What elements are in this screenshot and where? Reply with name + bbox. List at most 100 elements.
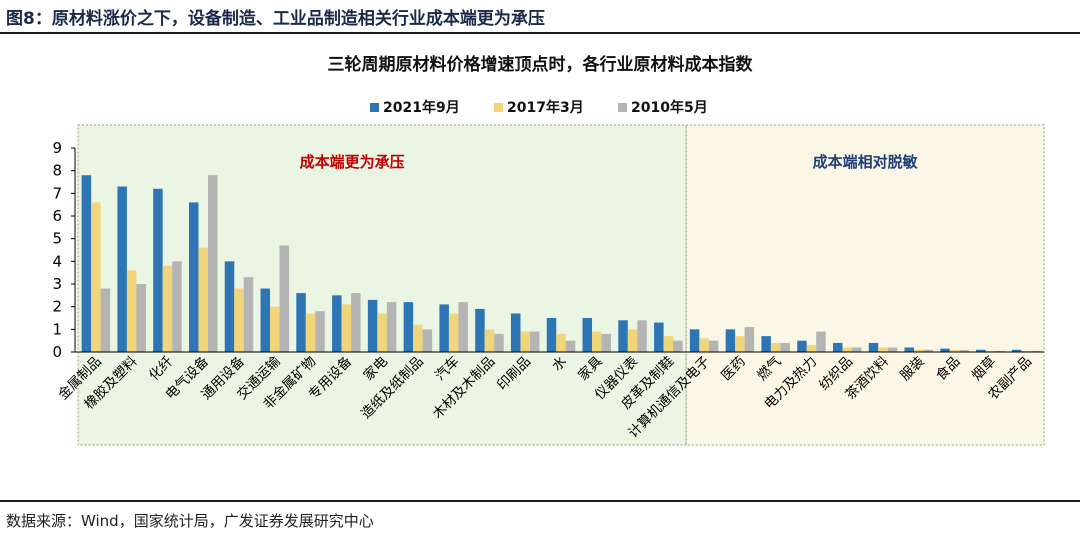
region-label-1: 成本端更为承压: [300, 153, 405, 171]
bar-2-21: [806, 345, 817, 352]
bar-2-24: [914, 349, 924, 352]
bar-2-18: [699, 338, 709, 352]
bar-2-22: [842, 347, 852, 352]
bar-1-26: [976, 349, 986, 352]
bar-3-6: [279, 245, 290, 352]
y-axis: 0 1 2 3 4 5 6 7 8 9: [52, 139, 1044, 361]
bar-2-12: [484, 329, 495, 352]
figure-title: 图8：原材料涨价之下，设备制造、工业品制造相关行业成本端更为承压: [6, 9, 545, 29]
bar-2-2: [126, 270, 137, 352]
legend-swatch-3: [618, 103, 627, 112]
chart-regions: 成本端更为承压 成本端相对脱敏: [77, 124, 1045, 446]
bar-3-22: [851, 347, 862, 352]
bar-3-18: [708, 340, 719, 352]
bar-1-22: [832, 342, 843, 352]
bar-3-15: [601, 333, 612, 352]
bar-2-11: [448, 313, 459, 352]
chart-title: 三轮周期原材料价格增速顶点时，各行业原材料成本指数: [328, 54, 754, 75]
source-note: 数据来源：Wind，国家统计局，广发证券发展研究中心: [6, 512, 374, 530]
y-tick-label-5: 5: [52, 230, 62, 248]
bar-1-15: [582, 318, 593, 352]
bar-3-2: [136, 284, 146, 352]
bar-1-16: [618, 320, 628, 352]
y-tick-label-6: 6: [52, 207, 62, 225]
bar-1-20: [761, 336, 771, 352]
bar-2-9: [377, 313, 387, 352]
bar-1-17: [654, 322, 664, 352]
bar-1-12: [475, 308, 485, 352]
bar-3-3: [172, 261, 182, 352]
bar-2-10: [413, 324, 423, 352]
bar-1-9: [367, 299, 378, 352]
bar-3-26: [995, 350, 1005, 352]
y-tick-label-9: 9: [52, 139, 62, 157]
bar-1-6: [260, 288, 271, 352]
y-tick-label-8: 8: [52, 162, 62, 180]
bar-1-21: [797, 340, 807, 352]
legend-swatch-2: [494, 103, 503, 112]
bar-3-12: [494, 333, 504, 352]
bar-1-13: [510, 313, 521, 352]
bar-1-25: [940, 348, 950, 352]
bar-2-13: [520, 331, 530, 352]
bar-2-19: [735, 336, 745, 352]
bar-1-23: [868, 342, 879, 352]
bar-3-4: [207, 175, 218, 352]
bar-1-19: [725, 329, 736, 352]
bar-2-14: [556, 333, 566, 352]
bar-2-23: [878, 347, 888, 352]
bar-1-11: [439, 304, 449, 352]
bar-3-25: [959, 350, 969, 352]
bar-3-7: [315, 311, 325, 352]
region-2: [685, 124, 1045, 446]
bar-2-5: [234, 288, 244, 352]
bar-3-1: [100, 288, 111, 352]
bar-2-8: [341, 304, 352, 352]
bar-1-5: [224, 261, 235, 352]
bar-2-20: [770, 342, 781, 352]
bar-2-16: [627, 329, 638, 352]
bar-1-3: [153, 188, 163, 352]
bar-1-4: [188, 202, 199, 352]
bar-1-8: [332, 295, 342, 352]
bar-3-11: [458, 302, 468, 352]
bar-2-26: [985, 350, 996, 352]
y-tick-label-7: 7: [52, 184, 62, 202]
bar-3-19: [744, 327, 755, 352]
bar-3-24: [923, 349, 934, 352]
bar-2-7: [305, 313, 316, 352]
bar-3-17: [673, 340, 683, 352]
bar-3-13: [529, 331, 540, 352]
bar-2-15: [592, 331, 602, 352]
bar-2-27: [1021, 350, 1031, 352]
y-tick-label-4: 4: [52, 252, 62, 270]
bar-2-25: [949, 350, 960, 352]
bar-1-2: [117, 186, 127, 352]
y-tick-label-3: 3: [52, 275, 62, 293]
bottom-rule: [0, 500, 1080, 502]
bar-3-9: [386, 302, 397, 352]
bar-2-3: [162, 265, 173, 352]
bar-3-10: [422, 329, 433, 352]
chart-legend: 2021年9月 2017年3月 2010年5月: [370, 99, 708, 116]
bar-1-14: [546, 318, 557, 352]
legend-swatch-1: [370, 103, 379, 112]
y-tick-label-2: 2: [52, 298, 62, 316]
bar-1-7: [296, 293, 306, 352]
bar-3-20: [780, 342, 790, 352]
region-label-2: 成本端相对脱敏: [813, 153, 919, 171]
bar-3-8: [351, 293, 361, 352]
bar-2-4: [198, 247, 208, 352]
bar-1-24: [904, 347, 915, 352]
top-rule: [0, 32, 1080, 34]
bar-3-14: [565, 340, 576, 352]
legend-label-1: 2021年9月: [383, 99, 460, 116]
y-tick-label-0: 0: [52, 343, 62, 361]
bar-3-27: [1030, 350, 1041, 352]
y-tick-label-1: 1: [52, 320, 62, 338]
legend-label-2: 2017年3月: [507, 99, 584, 116]
legend-label-3: 2010年5月: [631, 99, 708, 116]
chart-bars: [81, 175, 1041, 352]
bar-2-6: [270, 306, 280, 352]
